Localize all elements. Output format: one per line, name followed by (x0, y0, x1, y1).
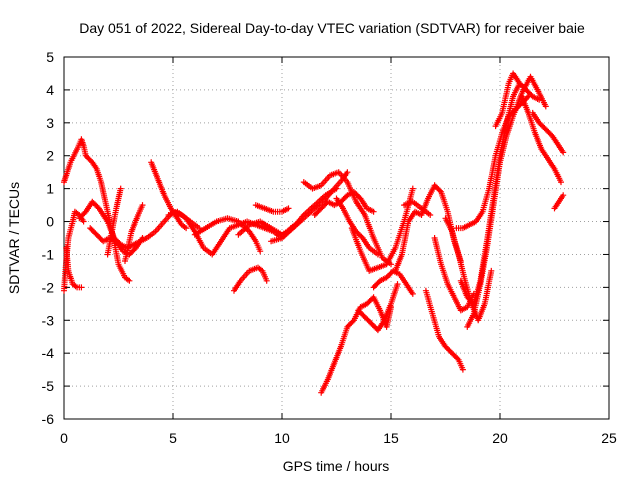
data-markers (529, 109, 567, 156)
series-trace-ag (551, 192, 567, 212)
series-trace-g (122, 202, 146, 264)
data-markers (518, 93, 564, 186)
series-trace-h (148, 159, 190, 232)
data-markers (61, 136, 133, 284)
plot-frame (63, 56, 610, 420)
data-markers (370, 267, 416, 297)
data-markers (333, 195, 381, 258)
y-tick-label: 4 (46, 82, 54, 98)
data-markers (464, 73, 549, 330)
series-trace-w (401, 198, 434, 218)
x-tick-label: 25 (601, 430, 617, 446)
series-trace-c (63, 244, 85, 291)
series-trace-ac (464, 73, 549, 330)
y-tick-label: 3 (46, 115, 54, 131)
series-trace-f (104, 185, 124, 258)
x-tick-label: 5 (169, 430, 177, 446)
y-tick-label: -3 (42, 312, 55, 328)
data-markers (318, 294, 394, 396)
series-trace-t (370, 267, 416, 297)
series-trace-s (355, 281, 401, 334)
x-tick-label: 15 (383, 430, 399, 446)
data-markers (422, 287, 466, 373)
x-tick-label: 20 (492, 430, 508, 446)
series-trace-r (318, 294, 394, 396)
data-markers (122, 202, 146, 264)
y-tick-label: -4 (42, 345, 55, 361)
y-tick-label: 0 (46, 214, 54, 230)
y-tick-label: 1 (46, 181, 54, 197)
series-trace-x (422, 287, 466, 373)
axis-ticks: 0 5 10 15 20 25 -6 -5 -4 -3 -2 -1 0 1 2 3 4 5 (42, 49, 617, 446)
chart-title: Day 051 of 2022, Sidereal Day-to-day VTE… (79, 20, 585, 36)
series-trace-q (333, 195, 381, 258)
data-markers (355, 281, 401, 334)
data-markers (231, 264, 270, 294)
data-markers (551, 192, 567, 212)
y-tick-label: -2 (42, 279, 55, 295)
series-trace-a (61, 136, 133, 284)
series-trace-ae (518, 93, 564, 186)
data-markers (104, 185, 124, 258)
y-tick-label: 5 (46, 49, 54, 65)
y-tick-label: -1 (42, 246, 55, 262)
data-markers (268, 185, 340, 245)
y-axis-label: SDTVAR / TECUs (6, 182, 22, 294)
y-tick-label: 2 (46, 148, 54, 164)
series-trace-p (311, 188, 377, 218)
series-trace-af (529, 109, 567, 156)
series-trace-m (252, 202, 292, 215)
data-markers (401, 198, 434, 218)
y-tick-label: -6 (42, 411, 55, 427)
series-trace-ad (492, 70, 543, 130)
data-markers (492, 70, 543, 130)
x-tick-label: 0 (60, 430, 68, 446)
data-markers (311, 188, 377, 218)
x-axis-label: GPS time / hours (283, 458, 390, 474)
data-series (61, 70, 567, 396)
y-tick-label: -5 (42, 378, 55, 394)
data-markers (148, 159, 190, 232)
data-markers (63, 244, 85, 291)
series-trace-k (231, 264, 270, 294)
data-markers (252, 202, 292, 215)
x-tick-label: 10 (274, 430, 290, 446)
series-trace-n (268, 185, 340, 245)
